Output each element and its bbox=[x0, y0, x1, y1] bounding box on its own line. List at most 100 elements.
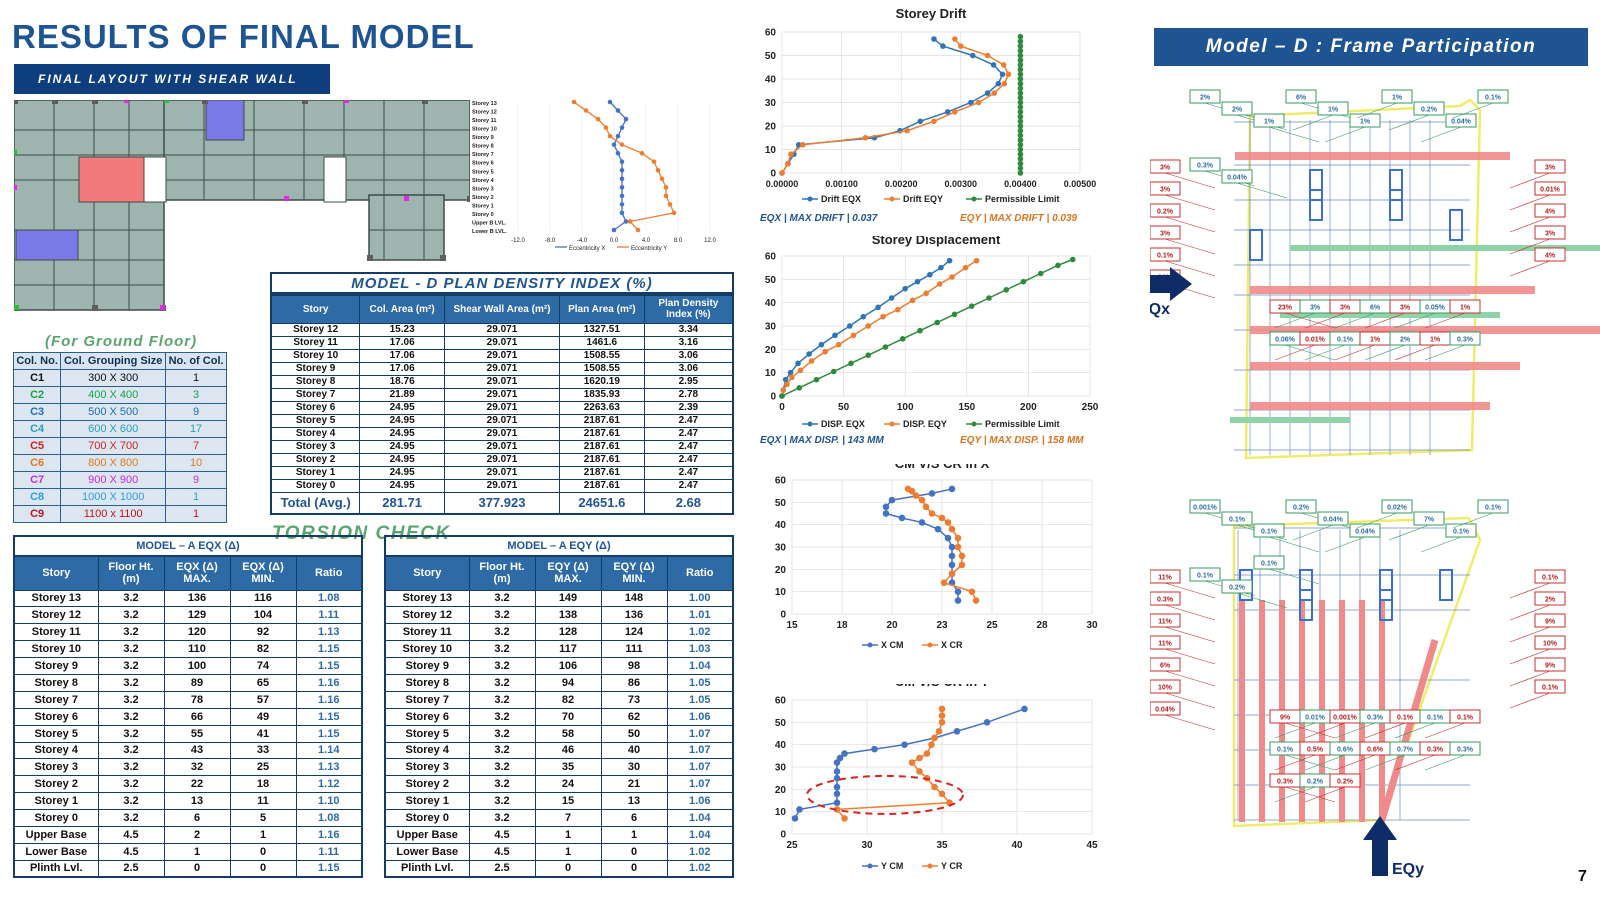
data-point bbox=[928, 490, 936, 497]
data-point bbox=[627, 219, 633, 224]
data-point bbox=[1017, 66, 1024, 73]
data-point bbox=[938, 790, 946, 798]
data-point bbox=[938, 514, 946, 522]
table-row: Storey 6 3.2 66 49 1.15 bbox=[13, 707, 363, 726]
leader-line bbox=[1356, 512, 1398, 529]
column-size: 700 X 700 bbox=[60, 437, 167, 455]
participation-label: 0.2% bbox=[1285, 499, 1352, 529]
table-cell: Plinth Lvl. bbox=[384, 859, 470, 878]
y-tick-label: Storey 2 bbox=[472, 195, 494, 201]
participation-label: 1% bbox=[1334, 331, 1391, 361]
table-cell: 50 bbox=[600, 724, 668, 743]
table-cell: 3.2 bbox=[468, 623, 536, 642]
participation-label: 9% bbox=[1509, 657, 1566, 687]
table-cell: Storey 5 bbox=[13, 724, 99, 743]
table-row: Storey 2 3.2 24 21 1.07 bbox=[384, 775, 734, 794]
table-cell: 128 bbox=[534, 623, 602, 642]
x-tick-label: 200 bbox=[1020, 402, 1037, 413]
series-line bbox=[609, 101, 627, 231]
participation-value: 0.3% bbox=[1197, 163, 1214, 170]
data-point bbox=[916, 768, 923, 775]
data-point bbox=[667, 202, 673, 207]
data-point bbox=[1017, 71, 1024, 78]
data-point bbox=[635, 227, 641, 233]
data-point bbox=[991, 90, 997, 96]
participation-value: 0.1% bbox=[1397, 715, 1414, 722]
table-cell: Storey 6 bbox=[384, 707, 470, 726]
ratio-cell: 1.04 bbox=[666, 825, 734, 844]
data-point bbox=[833, 799, 841, 807]
table-cell: 57 bbox=[229, 690, 297, 709]
y-tick-label: 0 bbox=[780, 610, 786, 621]
participation-value: 2% bbox=[1200, 95, 1211, 102]
table-cell: 3.2 bbox=[468, 775, 536, 794]
table-row: Storey 5 3.2 58 50 1.07 bbox=[384, 724, 734, 743]
table-row: Storey 2 3.2 22 18 1.12 bbox=[13, 775, 363, 794]
ratio-cell: 1.10 bbox=[295, 792, 363, 811]
table-cell: 3.2 bbox=[97, 809, 165, 827]
column-size: 600 X 600 bbox=[60, 420, 167, 438]
y-tick-label: Storey 5 bbox=[472, 169, 494, 175]
data-point bbox=[954, 534, 962, 542]
data-point bbox=[1037, 270, 1044, 277]
legend-marker bbox=[889, 421, 895, 427]
table-cell: 5 bbox=[229, 809, 297, 827]
participation-value: 11% bbox=[1158, 619, 1172, 626]
data-point bbox=[990, 62, 997, 68]
table-cell: 66 bbox=[163, 707, 231, 726]
leader-line bbox=[1164, 670, 1216, 687]
data-point bbox=[663, 185, 669, 190]
table-row: Storey 13 3.2 136 116 1.08 bbox=[13, 589, 363, 608]
table-cell: Storey 6 bbox=[13, 707, 99, 726]
y-tick-label: 60 bbox=[775, 476, 787, 487]
table-cell: 3.06 bbox=[643, 361, 734, 376]
participation-label: 6% bbox=[1285, 89, 1352, 119]
participation-label: 0.04% bbox=[1420, 113, 1477, 143]
x-tick-label: 23 bbox=[936, 620, 948, 631]
table-cell: 117 bbox=[534, 640, 602, 659]
ratio-cell: 1.15 bbox=[295, 657, 363, 675]
participation-value: 1% bbox=[1370, 337, 1381, 344]
participation-value: 6% bbox=[1296, 95, 1307, 102]
ratio-cell: 1.11 bbox=[295, 842, 363, 861]
table-cell: 1 bbox=[534, 842, 602, 861]
y-tick-label: 60 bbox=[775, 696, 787, 707]
data-point bbox=[619, 202, 625, 207]
leader-line bbox=[1509, 172, 1551, 189]
participation-strip bbox=[1250, 326, 1600, 334]
data-point bbox=[946, 257, 953, 264]
table-cell: 149 bbox=[534, 589, 602, 608]
y-tick-label: 0 bbox=[780, 830, 786, 841]
column-count: 9 bbox=[165, 471, 227, 489]
table-cell: 29.071 bbox=[443, 361, 560, 376]
leader-line bbox=[1304, 344, 1346, 361]
ratio-cell: 1.13 bbox=[295, 758, 363, 777]
table-cell: 1 bbox=[229, 825, 297, 844]
participation-value: 3% bbox=[1340, 305, 1351, 312]
table-cell: Storey 8 bbox=[270, 374, 361, 389]
table-cell: 15 bbox=[534, 792, 602, 811]
participation-value: 0.3% bbox=[1427, 747, 1444, 754]
table-row: C9 1100 x 1100 1 bbox=[12, 505, 227, 523]
legend-label: DISP. EQY bbox=[903, 419, 947, 429]
frame-participation-title: Model – D : Frame Participation bbox=[1154, 28, 1588, 66]
chart-title: Storey Drift bbox=[896, 6, 967, 21]
y-tick-label: 20 bbox=[765, 122, 777, 133]
ratio-cell: 1.03 bbox=[666, 640, 734, 659]
data-point bbox=[1017, 85, 1024, 92]
participation-label: 6% bbox=[1150, 657, 1216, 687]
section-subtitle: FINAL LAYOUT WITH SHEAR WALL bbox=[14, 64, 330, 94]
data-point bbox=[968, 99, 974, 106]
legend-label: Drift EQY bbox=[903, 194, 943, 204]
table-cell: 25 bbox=[229, 758, 297, 777]
table-cell: 29.071 bbox=[443, 478, 560, 493]
ratio-cell: 1.07 bbox=[666, 741, 734, 760]
x-tick-label: 0.00000 bbox=[766, 179, 799, 189]
participation-value: 0.1% bbox=[1427, 715, 1444, 722]
table-row: Storey 1 3.2 15 13 1.06 bbox=[384, 792, 734, 811]
leader-line bbox=[1394, 722, 1436, 739]
x-tick-label: 30 bbox=[861, 840, 873, 851]
data-point bbox=[846, 323, 853, 329]
data-point bbox=[948, 570, 956, 578]
table-row: C2 400 X 400 3 bbox=[12, 386, 227, 404]
